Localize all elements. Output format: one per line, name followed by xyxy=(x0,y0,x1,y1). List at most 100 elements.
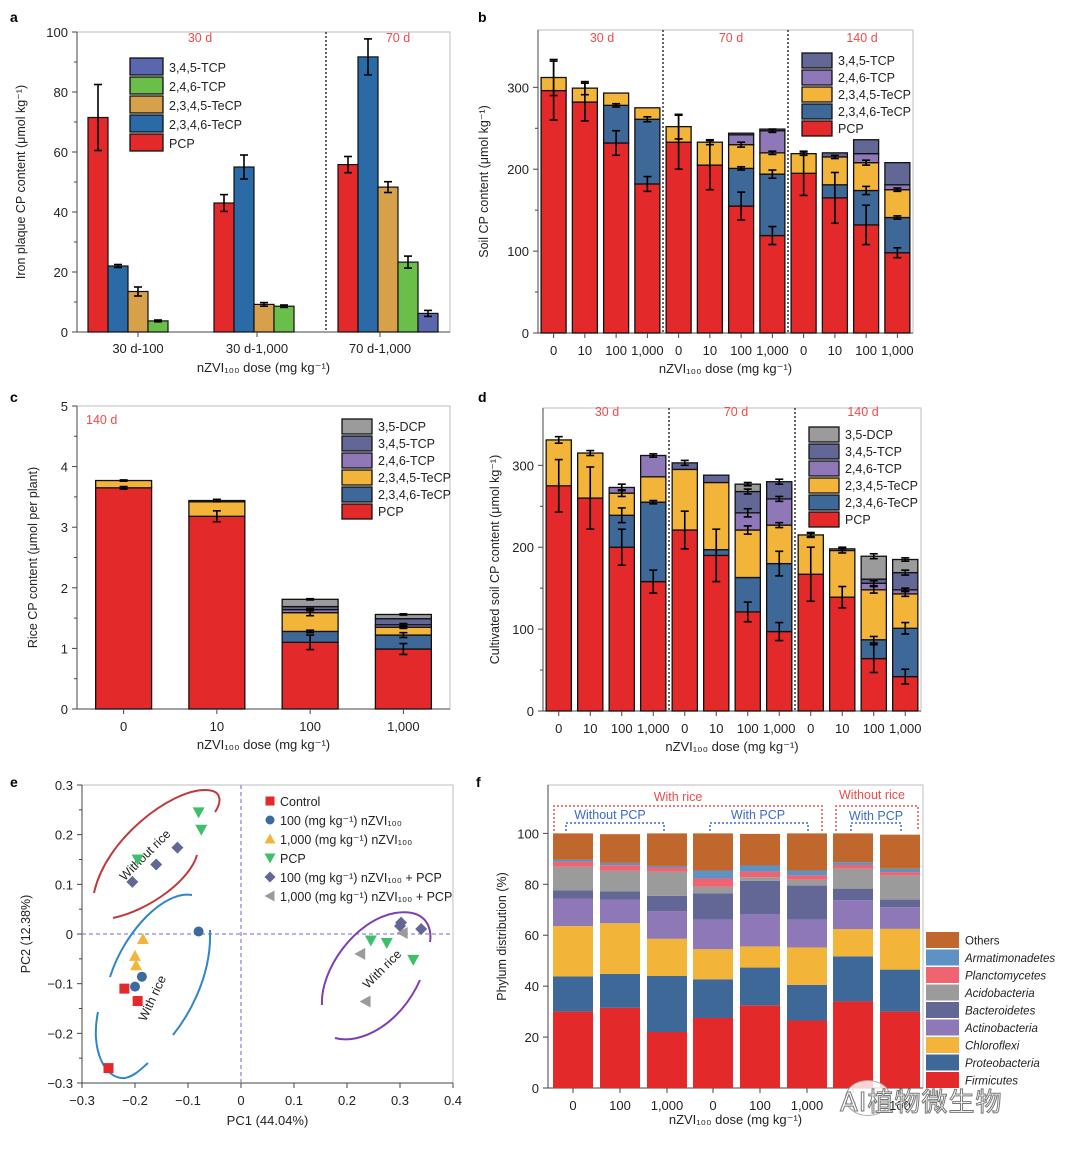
y-tick-label: 5 xyxy=(61,399,68,414)
scatter-point xyxy=(415,923,428,936)
legend-swatch xyxy=(926,1019,959,1036)
x-tick-label: 0 xyxy=(550,343,557,358)
group-label: With rice xyxy=(654,790,703,804)
legend-label: 2,4,6-TCP xyxy=(169,80,226,94)
legend-swatch xyxy=(341,452,373,469)
bar-segment xyxy=(860,589,888,641)
bar-segment xyxy=(600,899,640,924)
panel-c: c 0 1 2 3 4 5 Rice CP content (μmol per plant) n… xyxy=(10,389,451,752)
y-tick-label: 0 xyxy=(66,927,73,942)
y-tick-label: 0 xyxy=(522,326,529,341)
bar-segment xyxy=(787,833,827,871)
scatter-point xyxy=(395,916,408,929)
group-bracket xyxy=(553,805,823,831)
bar-segment xyxy=(374,648,432,710)
bar-segment xyxy=(787,919,827,948)
legend-swatch xyxy=(808,494,840,511)
scatter-point xyxy=(103,1063,114,1074)
x-tick-label: 10 xyxy=(709,721,723,736)
cluster-outline xyxy=(109,893,193,978)
legend-label: Firmicutes xyxy=(965,1076,1018,1088)
x-tick-label: 1,000 xyxy=(763,721,796,736)
y-tick-label: 300 xyxy=(512,458,534,473)
bar-segment xyxy=(553,976,593,1012)
bar-segment xyxy=(647,911,687,939)
bar-segment xyxy=(833,1001,873,1088)
group-bracket xyxy=(835,805,919,831)
legend-label: 2,3,4,5-TeCP xyxy=(169,99,242,113)
x-tick-label: 100 xyxy=(609,1098,631,1113)
x-tick-label: 1,000 xyxy=(889,721,922,736)
legend-label: 3,5-DCP xyxy=(845,428,893,442)
scatter-point xyxy=(195,824,208,836)
x-tick-label: 1,000 xyxy=(637,721,670,736)
cluster-label: With rice xyxy=(360,947,404,991)
legend-label: 3,4,5-TCP xyxy=(378,437,435,451)
legend-label: Proteobacteria xyxy=(965,1058,1040,1070)
legend-label: Acidobacteria xyxy=(964,988,1035,1000)
y-tick-label: 0 xyxy=(532,1081,539,1096)
legend-label: 2,3,4,5-TeCP xyxy=(378,471,451,485)
bar-segment xyxy=(727,143,755,170)
y-tick-label: 0 xyxy=(61,702,68,717)
bar-segment xyxy=(759,130,786,154)
bar-segment xyxy=(740,946,780,968)
bar-segment xyxy=(833,864,873,869)
bar xyxy=(337,164,359,333)
bar-segment xyxy=(553,898,593,927)
cluster-outline xyxy=(93,788,221,894)
y-tick-label: 2 xyxy=(61,581,68,596)
group-label: With PCP xyxy=(849,809,903,823)
bar xyxy=(253,303,275,333)
y-axis-label: Phylum distribution (%) xyxy=(495,872,509,1001)
legend-marker xyxy=(264,890,275,902)
legend-label: 100 (mg kg⁻¹) nZVI₁₀₀ xyxy=(280,814,402,828)
legend-swatch xyxy=(341,503,373,520)
x-tick-label: 100 xyxy=(605,343,627,358)
x-axis-label: PC1 (44.04%) xyxy=(227,1113,309,1128)
bar-segment xyxy=(640,501,667,583)
x-tick-label: 10 xyxy=(828,343,842,358)
scatter-point xyxy=(136,971,147,982)
scatter-point xyxy=(126,875,139,888)
y-tick-label: −0.1 xyxy=(47,977,73,992)
legend-label: PCP xyxy=(169,137,195,151)
cluster-outline xyxy=(320,911,432,1006)
bar-segment xyxy=(884,189,911,219)
legend-swatch xyxy=(129,76,164,95)
legend-swatch xyxy=(129,95,164,114)
x-tick-label: −0.1 xyxy=(175,1093,201,1108)
legend-label: 100 (mg kg⁻¹) nZVI₁₀₀ + PCP xyxy=(280,871,442,885)
x-tick-label: 0 xyxy=(807,721,814,736)
bar-segment xyxy=(188,515,246,710)
bar-segment xyxy=(600,834,640,863)
bar-segment xyxy=(833,900,873,930)
panel-letter: d xyxy=(478,389,487,405)
x-tick-label: 100 xyxy=(299,719,321,734)
x-axis-label: nZVI₁₀₀ dose (mg kg⁻¹) xyxy=(197,360,330,375)
legend-label: 2,4,6-TCP xyxy=(845,462,902,476)
scatter-point xyxy=(354,947,366,960)
legend-label: 3,4,5-TCP xyxy=(169,61,226,75)
bar-segment xyxy=(600,891,640,900)
x-tick-label: 10 xyxy=(578,343,592,358)
x-tick-label: 100 xyxy=(730,343,752,358)
y-tick-label: 300 xyxy=(507,80,529,95)
scatter-point xyxy=(359,995,371,1008)
bar-segment xyxy=(740,967,780,1006)
x-tick-label: 100 xyxy=(737,721,759,736)
bar-segment xyxy=(880,969,920,1012)
x-tick-label: 0.2 xyxy=(338,1093,356,1108)
legend-swatch xyxy=(801,86,833,103)
bar-segment xyxy=(860,555,888,580)
watermark: AI植物微生物 xyxy=(839,1088,1003,1119)
bar-segment xyxy=(647,938,687,976)
bar-segment xyxy=(693,870,733,879)
bar-segment xyxy=(703,474,730,484)
bar-segment xyxy=(852,139,880,155)
cluster-outline xyxy=(172,929,212,1036)
bar-segment xyxy=(880,834,920,869)
x-tick-label: 100 xyxy=(855,343,877,358)
y-tick-label: 1 xyxy=(61,641,68,656)
legend-label: 2,4,6-TCP xyxy=(838,71,895,85)
